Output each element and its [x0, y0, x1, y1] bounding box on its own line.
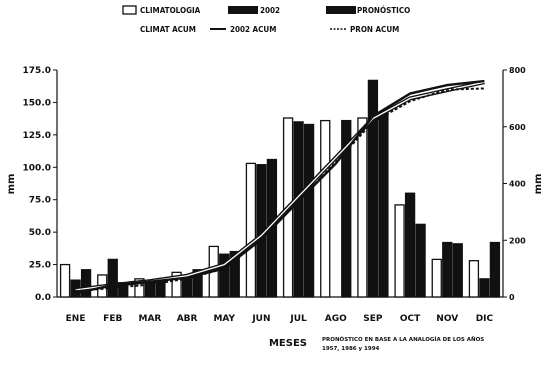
legend-swatch-pronostico [326, 6, 356, 14]
legend-label-climatologia: CLIMATOLOGIA [140, 6, 201, 15]
y-tick-label-right: 200 [509, 236, 526, 245]
y-tick-label-right: 0 [509, 293, 515, 302]
axes [53, 69, 507, 298]
line-2002-acum [75, 79, 485, 295]
bar-2002 [107, 258, 118, 298]
bar-climatologia [394, 204, 405, 298]
bar-2002 [404, 192, 416, 298]
bar-climatologia [357, 117, 368, 298]
bar-climatologia [245, 162, 257, 298]
bar-2002 [442, 241, 453, 298]
x-tick-label: FEB [103, 314, 122, 324]
y-axis-title-left: mm [6, 174, 17, 195]
y-axis-title-right: mm [533, 174, 544, 195]
bar-2002 [293, 121, 304, 298]
bar-pron-stico [378, 112, 389, 298]
x-tick-label: NOV [436, 314, 458, 324]
y-tick-label-left: 100.0 [23, 163, 51, 173]
bar-climatologia [134, 278, 145, 298]
bars [59, 79, 501, 298]
y-tick-label-right: 800 [509, 66, 526, 75]
line-pron-acum [75, 87, 485, 293]
cumulative-lines [75, 79, 485, 295]
bar-climatologia [171, 271, 182, 298]
legend-label-pron-acum: PRON ACUM [350, 25, 399, 34]
footnote: PRONÓSTICO EN BASE A LA ANALOGÍA DE LOS … [322, 335, 484, 343]
y-tick-label-left: 75.0 [29, 196, 51, 206]
y-tick-label-left: 25.0 [29, 261, 51, 271]
legend-label-climat-acum: CLIMAT ACUM [140, 25, 196, 34]
y-tick-label-left: 0.0 [35, 293, 51, 303]
x-tick-label: MAY [213, 314, 235, 324]
bar-pron-stico [303, 123, 315, 298]
bar-pron-stico [489, 241, 501, 298]
legend-label-2002: 2002 [260, 6, 280, 15]
bar-2002 [219, 253, 230, 298]
legend: CLIMATOLOGIA 2002 PRONÓSTICO CLIMAT ACUM 200… [122, 4, 410, 34]
bar-2002 [479, 278, 490, 298]
bar-climatologia [320, 119, 331, 298]
bar-climatologia [431, 258, 442, 298]
legend-swatch-climatologia [122, 5, 137, 15]
bar-2002 [181, 278, 193, 298]
bar-pron-stico [452, 243, 463, 298]
legend-label-2002-acum: 2002 ACUM [230, 25, 276, 34]
y-tick-label-right: 400 [509, 180, 526, 189]
x-tick-label: ENE [66, 314, 86, 324]
x-tick-label: JUN [251, 314, 270, 324]
bar-pron-stico [192, 269, 203, 298]
x-tick-label: DIC [476, 314, 494, 324]
x-axis-title: MESES [269, 338, 307, 349]
y-tick-label-left: 50.0 [29, 228, 51, 238]
bar-pron-stico [415, 223, 426, 298]
axis-labels: 0.0 25.0 50.0 75.0 100.0 125.0 150.0 175.0 0 200 4… [6, 66, 544, 352]
x-tick-label: SEP [363, 314, 383, 324]
y-tick-label-left: 125.0 [23, 131, 51, 141]
x-tick-label: MAR [138, 314, 161, 324]
bar-pron-stico [341, 119, 352, 298]
bar-climatologia [468, 260, 480, 298]
bar-climatologia [59, 263, 71, 298]
bar-pron-stico [80, 269, 92, 298]
bar-pron-stico [229, 250, 240, 298]
y-tick-label-right: 600 [509, 123, 526, 132]
x-tick-label: AGO [325, 314, 347, 324]
footnote: 1957, 1986 y 1994 [322, 346, 380, 352]
x-tick-label: JUL [289, 314, 307, 324]
legend-swatch-2002 [228, 6, 258, 14]
legend-label-pronostico: PRONÓSTICO [357, 4, 410, 15]
y-tick-label-left: 150.0 [23, 98, 51, 108]
x-tick-label: OCT [400, 314, 421, 324]
bar-2002 [367, 79, 379, 298]
x-tick-label: ABR [177, 314, 198, 324]
y-tick-label-left: 175.0 [23, 66, 51, 76]
